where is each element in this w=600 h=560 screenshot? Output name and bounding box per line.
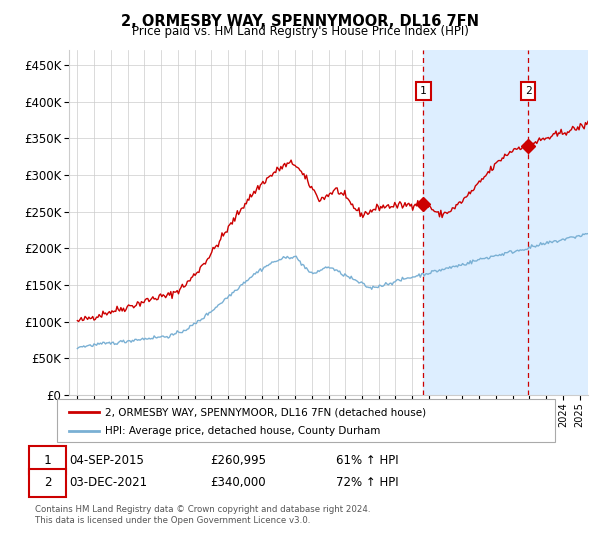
Text: Contains HM Land Registry data © Crown copyright and database right 2024.
This d: Contains HM Land Registry data © Crown c…: [35, 505, 370, 525]
Text: 1: 1: [44, 454, 51, 467]
Text: 04-SEP-2015: 04-SEP-2015: [69, 454, 144, 467]
Text: 1: 1: [420, 86, 427, 96]
Text: 2: 2: [524, 86, 532, 96]
Text: HPI: Average price, detached house, County Durham: HPI: Average price, detached house, Coun…: [105, 426, 380, 436]
Text: 2, ORMESBY WAY, SPENNYMOOR, DL16 7FN (detached house): 2, ORMESBY WAY, SPENNYMOOR, DL16 7FN (de…: [105, 407, 426, 417]
Bar: [424, 50, 588, 395]
Text: 2, ORMESBY WAY, SPENNYMOOR, DL16 7FN: 2, ORMESBY WAY, SPENNYMOOR, DL16 7FN: [121, 14, 479, 29]
Text: 2: 2: [44, 476, 51, 489]
Text: £260,995: £260,995: [210, 454, 266, 467]
Text: £340,000: £340,000: [210, 476, 266, 489]
Text: 03-DEC-2021: 03-DEC-2021: [69, 476, 147, 489]
Text: Price paid vs. HM Land Registry's House Price Index (HPI): Price paid vs. HM Land Registry's House …: [131, 25, 469, 38]
Text: 72% ↑ HPI: 72% ↑ HPI: [336, 476, 398, 489]
Text: 61% ↑ HPI: 61% ↑ HPI: [336, 454, 398, 467]
